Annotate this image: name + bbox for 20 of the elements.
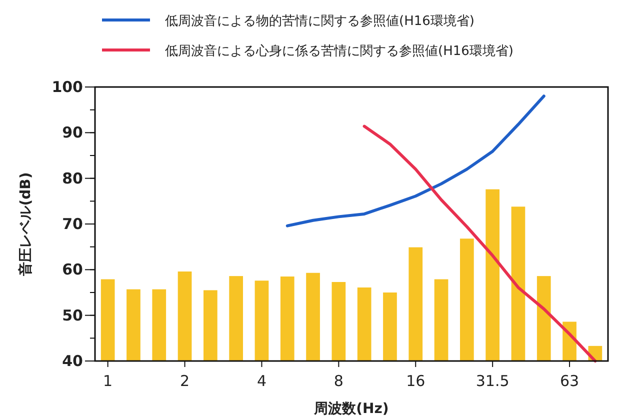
x-tick-label: 63 xyxy=(560,372,580,390)
y-tick-label: 60 xyxy=(62,260,83,279)
y-tick-label: 100 xyxy=(52,78,83,96)
y-axis-title: 音圧レベル(dB) xyxy=(17,172,34,277)
y-tick-label: 40 xyxy=(62,352,83,370)
line-series xyxy=(286,94,546,228)
legend-label: 低周波音による物的苦情に関する参照値(H16環境省) xyxy=(165,13,474,29)
y-tick-label: 70 xyxy=(62,215,83,233)
y-tick-label: 80 xyxy=(62,169,83,188)
x-tick-label: 2 xyxy=(180,372,190,390)
x-tick-label: 4 xyxy=(256,372,266,390)
x-tick-label: 31.5 xyxy=(476,372,510,390)
legend-label: 低周波音による心身に係る苦情に関する参照値(H16環境省) xyxy=(165,43,514,59)
y-tick-label: 50 xyxy=(62,306,83,324)
x-axis-title: 周波数(Hz) xyxy=(313,401,389,417)
x-tick-label: 8 xyxy=(334,372,344,390)
x-tick-label: 1 xyxy=(103,372,113,390)
y-tick-label: 90 xyxy=(62,124,83,142)
line-series xyxy=(362,124,597,362)
x-tick-label: 16 xyxy=(406,372,426,390)
